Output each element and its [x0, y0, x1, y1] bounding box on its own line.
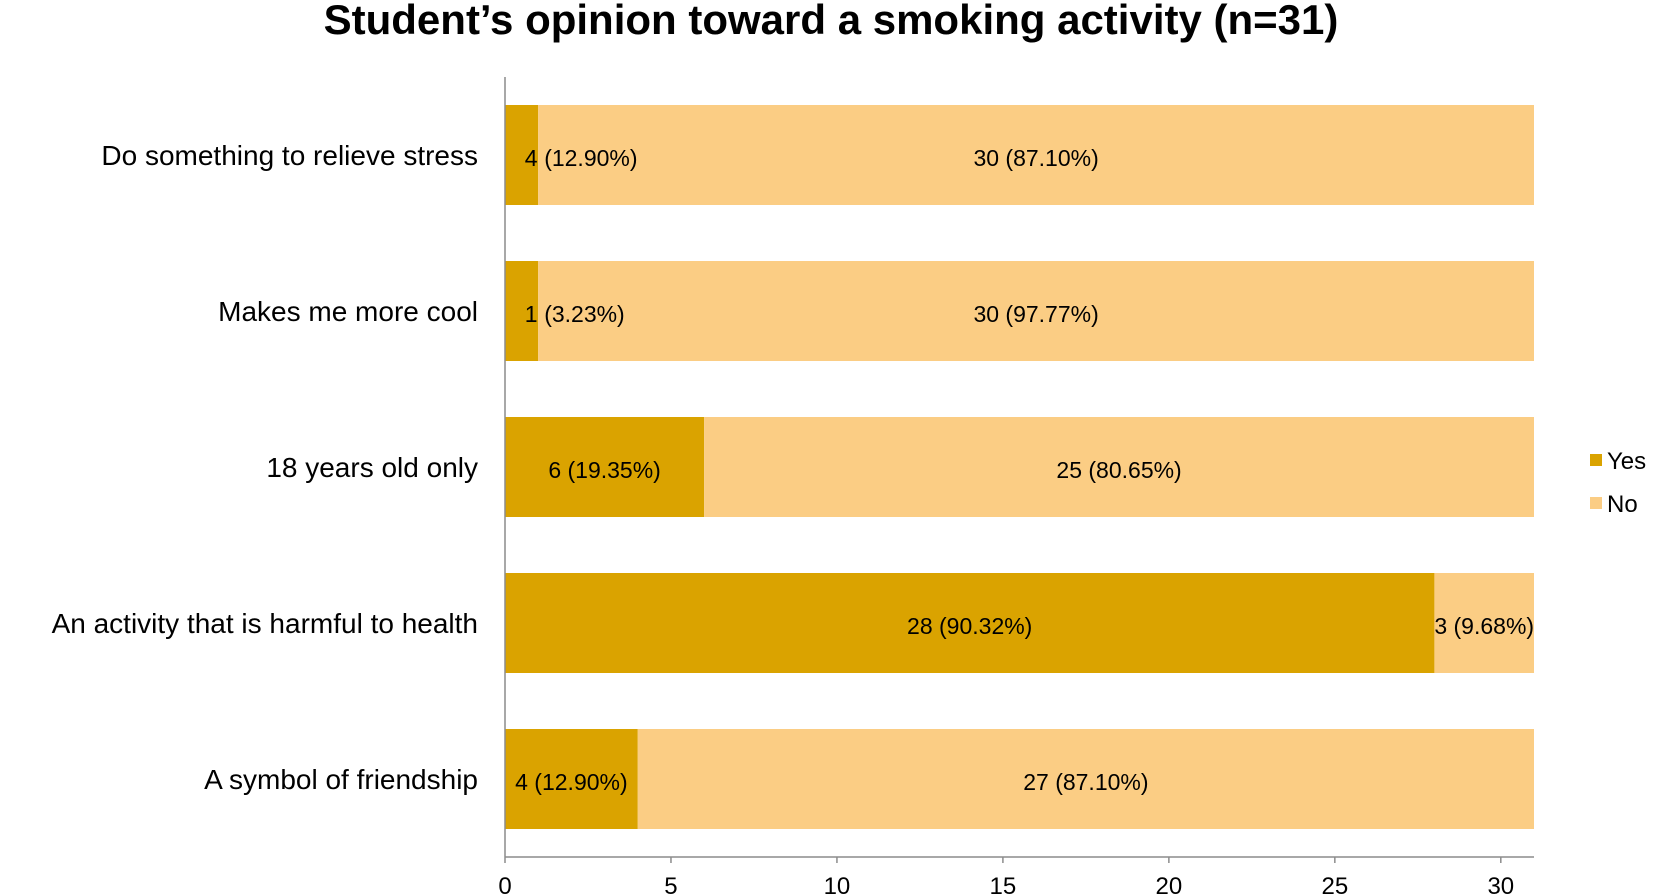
x-axis: 0 5 10 15 20 25 30 [498, 77, 1534, 896]
bars-group [505, 105, 1534, 829]
legend-swatch-no [1590, 497, 1602, 509]
category-label: Makes me more cool [218, 296, 478, 327]
x-tick-label: 15 [990, 873, 1017, 896]
bar-segment-no [637, 729, 1534, 829]
data-label: 4 (12.90%) [515, 769, 628, 795]
category-label: A symbol of friendship [204, 764, 478, 795]
category-label: 18 years old only [266, 452, 478, 483]
data-label: 6 (19.35%) [548, 457, 661, 483]
data-label: (3.23%) [544, 301, 625, 327]
bar-segment-no [1434, 573, 1534, 673]
data-label: 25 (80.65%) [1056, 457, 1181, 483]
legend-swatch-yes [1590, 454, 1602, 466]
bar-segment-no [704, 417, 1534, 517]
legend: Yes No [1590, 448, 1646, 518]
legend-label-yes: Yes [1607, 448, 1646, 475]
data-label: 1 [525, 301, 538, 327]
data-label: 28 (90.32%) [907, 613, 1032, 639]
x-tick-label: 10 [824, 873, 851, 896]
category-label: Do something to relieve stress [101, 140, 478, 171]
data-label: 30 (97.77%) [973, 301, 1098, 327]
data-label: 30 (87.10%) [973, 145, 1098, 171]
bar-segment-yes [505, 729, 638, 829]
data-label: 4 [525, 145, 538, 171]
data-label: 27 (87.10%) [1023, 769, 1148, 795]
data-label: (12.90%) [544, 145, 637, 171]
bar-segment-yes [505, 261, 539, 361]
data-labels: 4 (12.90%) 30 (87.10%) 1 (3.23%) 30 (97.77%) 6… [515, 145, 1534, 795]
category-label: An activity that is harmful to health [52, 608, 478, 639]
x-tick-label: 20 [1156, 873, 1183, 896]
chart-title: Student’s opinion toward a smoking activ… [324, 0, 1339, 43]
x-tick-label: 30 [1487, 873, 1514, 896]
bar-segment-yes [505, 105, 539, 205]
x-tick-label: 25 [1321, 873, 1348, 896]
bar-segment-yes [505, 573, 1435, 673]
bar-segment-no [538, 261, 1534, 361]
x-tick-label: 5 [664, 873, 677, 896]
category-labels: Do something to relieve stress Makes me m… [52, 140, 478, 795]
legend-label-no: No [1607, 491, 1638, 518]
data-label: 3 (9.68%) [1434, 613, 1534, 639]
x-tick-label: 0 [498, 873, 511, 896]
bar-segment-no [538, 105, 1534, 205]
bar-segment-yes [505, 417, 705, 517]
